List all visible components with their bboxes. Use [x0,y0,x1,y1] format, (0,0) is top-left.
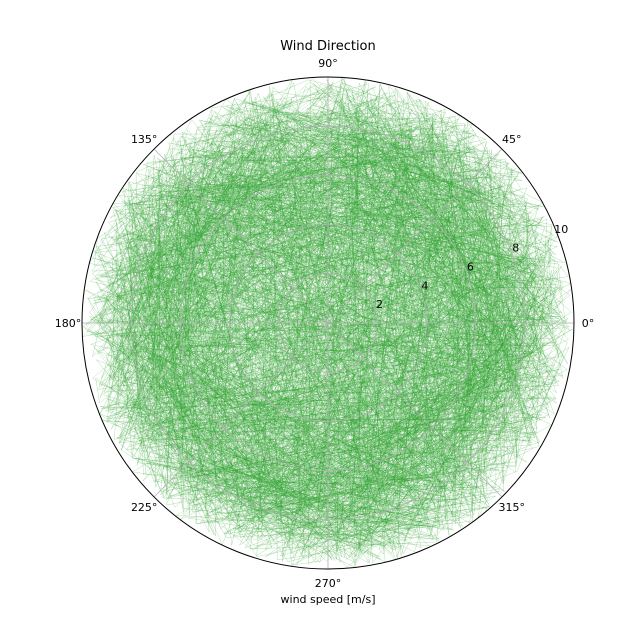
r-tick-label: 2 [376,298,383,311]
polar-grid [82,77,574,569]
theta-tick-label: 225° [131,501,158,514]
theta-tick-label: 315° [499,501,526,514]
theta-gridline [153,322,329,498]
r-tick-label: 4 [421,279,428,292]
chart-title: Wind Direction [280,39,376,54]
theta-tick-label: 180° [55,317,82,330]
r-tick-label: 8 [512,242,519,255]
r-tick-label: 6 [467,261,474,274]
theta-tick-label: 0° [582,317,595,330]
polar-frame [81,76,575,570]
theta-gridline [327,148,503,324]
r-tick-label: 10 [554,223,568,236]
x-axis-label: wind speed [m/s] [281,593,376,606]
theta-tick-label: 45° [502,133,522,146]
tick-labels: 0° 45° 90° 135° 180° 225° 270° 315° 2 4 6 8 10 [55,57,595,590]
theta-gridline [327,322,503,498]
theta-tick-label: 270° [315,577,342,590]
theta-tick-label: 90° [318,57,338,70]
data-series [82,77,573,568]
wind-trace-line [82,77,573,568]
theta-tick-label: 135° [131,133,158,146]
theta-gridline [153,148,329,324]
